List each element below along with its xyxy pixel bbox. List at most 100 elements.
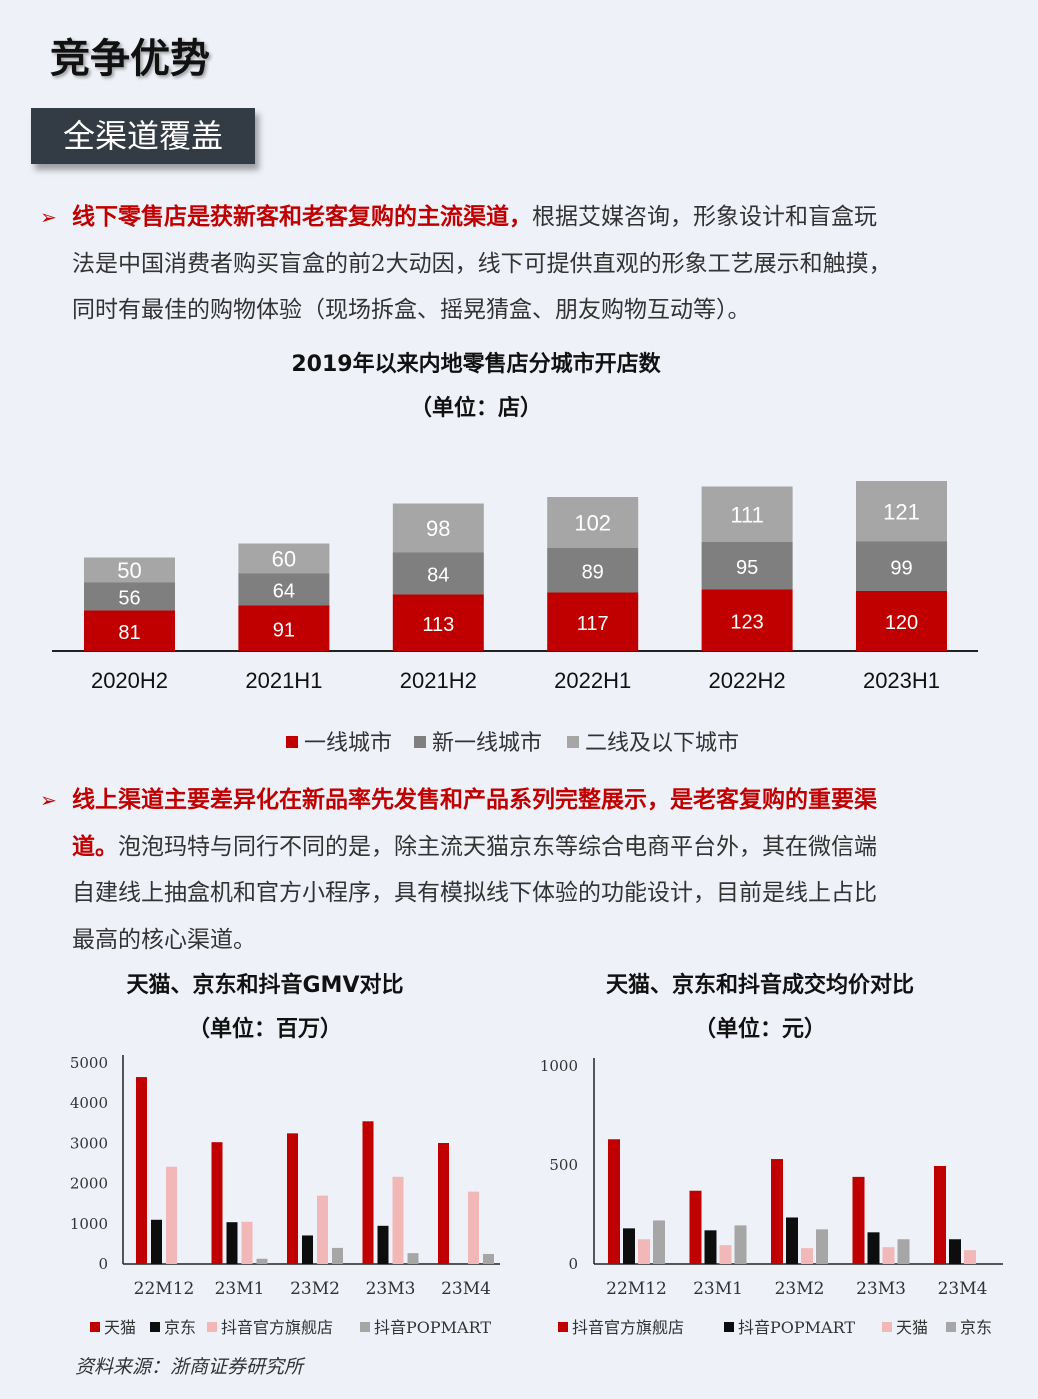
y-tick-label: 3000 [70,1134,108,1152]
bar [949,1239,961,1264]
legend-swatch [567,736,579,748]
x-tick-label: 23M1 [215,1279,265,1299]
chart-unit: （单位：店） [409,395,542,421]
bar-segment [238,543,330,574]
bar [638,1239,650,1264]
bar [241,1221,253,1264]
bar [771,1159,783,1264]
bar [801,1248,813,1264]
bar [151,1219,162,1264]
bar [882,1247,895,1264]
bar [211,1142,223,1264]
y-tick-label: 0 [568,1255,578,1273]
section-tag: 全渠道覆盖 [31,108,255,164]
legend-swatch [882,1322,892,1332]
x-tick-label: 23M4 [938,1279,988,1299]
bar [897,1239,910,1264]
bar-segment [856,481,947,542]
bar [653,1220,665,1264]
legend-label: 天猫 [104,1318,136,1337]
bar-segment [84,557,175,583]
bar [734,1225,747,1264]
chart-title: 2019年以来内地零售店分城市开店数 [291,352,661,377]
bar [852,1176,865,1264]
data-label: 113 [422,614,454,636]
bar [704,1230,717,1264]
bar [392,1176,404,1264]
bar [362,1121,374,1264]
bar [136,1077,147,1264]
data-label: 81 [118,622,140,644]
legend-label: 抖音POPMART [738,1318,855,1337]
data-label: 95 [736,557,758,579]
legend-label: 二线及以下城市 [585,731,739,756]
paragraph-offline: 线下零售店是获新客和老客复购的主流渠道，根据艾媒咨询，形象设计和盲盒玩 法是中国… [72,194,992,334]
x-tick-label: 23M4 [441,1279,491,1299]
chart-title: 天猫、京东和抖音GMV对比 [126,973,404,998]
bar [867,1232,880,1264]
data-label: 50 [117,558,141,583]
paragraph-line: 自建线上抽盒机和官方小程序，具有模拟线下体验的功能设计，目前是线上占比 [72,880,877,906]
legend-swatch [360,1322,370,1332]
bar [302,1235,313,1264]
paragraph-line: 泡泡玛特与同行不同的是，除主流天猫京东等综合电商平台外，其在微信端 [118,833,877,860]
bar [786,1217,798,1264]
x-tick-label: 2023H1 [863,668,940,693]
paragraph-line: 法是中国消费者购买盲盒的前2大动因，线下可提供直观的形象工艺展示和触摸， [72,250,892,277]
legend-swatch [150,1322,160,1332]
bar [623,1228,635,1264]
bar-segment [84,582,175,611]
y-tick-label: 1000 [70,1215,108,1233]
data-label: 111 [730,502,763,527]
data-label: 102 [574,511,611,536]
x-tick-label: 23M3 [366,1279,416,1299]
x-tick-label: 22M12 [606,1279,667,1299]
x-tick-label: 2022H2 [709,668,786,693]
x-tick-label: 23M2 [775,1279,825,1299]
paragraph-line: 根据艾媒咨询，形象设计和盲盒玩 [532,204,877,230]
paragraph-highlight: 线上渠道主要差异化在新品率先发售和产品系列完整展示，是老客复购的重要渠 [72,786,877,813]
paragraph-line: 最高的核心渠道。 [72,926,256,953]
legend-label: 京东 [164,1318,196,1337]
data-label: 123 [730,611,763,633]
bar-segment [238,605,330,651]
legend-label: 一线城市 [304,731,392,756]
bar [166,1166,177,1264]
data-label: 84 [427,565,449,587]
bar [226,1222,238,1264]
source-note: 资料来源：浙商证券研究所 [75,1356,304,1378]
legend-label: 抖音官方旗舰店 [572,1318,684,1337]
paragraph-highlight: 线下零售店是获新客和老客复购的主流渠道， [72,203,532,230]
y-tick-label: 2000 [70,1175,108,1193]
x-tick-label: 23M2 [290,1279,340,1299]
data-label: 64 [273,581,295,603]
bar-segment [856,541,947,591]
bullet-arrow-icon: ➢ [40,205,57,229]
chart-unit: （单位：元） [693,1016,826,1042]
bar-segment [701,589,793,651]
legend-label: 新一线城市 [432,731,542,756]
bar [719,1245,732,1264]
data-label: 99 [890,557,912,579]
bar [256,1258,268,1264]
bar-segment [701,542,793,590]
bar [287,1133,298,1264]
legend-label: 京东 [960,1318,992,1337]
data-label: 120 [885,612,918,634]
bar-segment [856,591,947,651]
y-tick-label: 0 [98,1255,108,1273]
y-tick-label: 1000 [540,1057,578,1075]
legend-swatch [558,1322,568,1332]
bar [964,1250,976,1264]
bar [407,1253,419,1264]
legend-swatch [414,736,426,748]
bar [468,1191,479,1264]
bar-segment [238,573,330,606]
legend-label: 抖音官方旗舰店 [221,1318,333,1337]
bar [689,1190,702,1264]
data-label: 56 [118,588,140,610]
bar-segment [547,497,639,548]
data-label: 121 [883,499,920,524]
legend-swatch [724,1322,734,1332]
x-tick-label: 2022H1 [554,668,631,693]
